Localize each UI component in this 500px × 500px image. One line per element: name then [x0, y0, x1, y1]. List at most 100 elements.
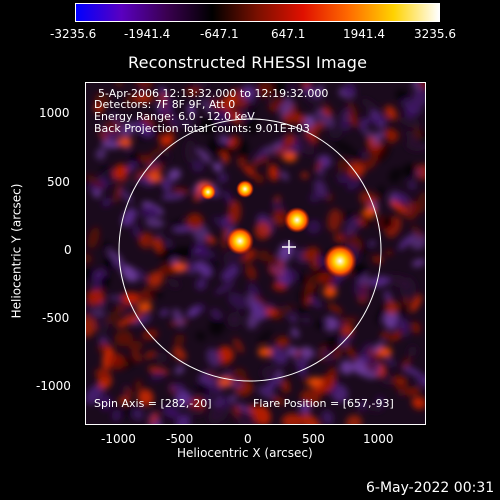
texture-blob: [247, 104, 256, 113]
texture-blob: [353, 263, 366, 279]
texture-blob: [116, 314, 138, 328]
texture-blob: [380, 331, 391, 339]
texture-blob: [113, 164, 128, 181]
texture-blob: [236, 100, 257, 115]
texture-blob: [272, 97, 286, 107]
texture-blob: [137, 388, 154, 406]
texture-blob: [280, 170, 289, 181]
texture-blob: [100, 140, 121, 149]
texture-blob: [188, 111, 198, 126]
texture-blob: [221, 94, 237, 109]
info-line-energy-range: Energy Range: 6.0 - 12.0 keV: [94, 110, 255, 123]
texture-blob: [297, 303, 307, 315]
texture-blob: [403, 200, 420, 220]
texture-blob: [302, 247, 320, 261]
texture-blob: [411, 396, 425, 409]
texture-blob: [118, 396, 131, 405]
texture-blob: [128, 340, 144, 351]
texture-blob: [258, 250, 270, 262]
texture-blob: [359, 190, 374, 206]
texture-blob: [415, 164, 426, 180]
texture-blob: [322, 342, 337, 352]
texture-blob: [85, 384, 104, 405]
texture-hotspot: [378, 347, 392, 357]
texture-blob: [272, 209, 289, 226]
texture-blob: [144, 351, 156, 359]
texture-blob: [254, 221, 271, 240]
texture-blob: [93, 314, 109, 332]
texture-blob: [85, 253, 93, 264]
x-tick-label: 1000: [363, 432, 394, 446]
texture-blob: [221, 151, 229, 164]
texture-blob: [200, 98, 214, 114]
texture-blob: [369, 275, 390, 288]
texture-blob: [410, 294, 422, 313]
texture-blob: [114, 330, 134, 347]
texture-blob: [257, 385, 276, 400]
texture-blob: [297, 286, 316, 301]
texture-blob: [134, 82, 154, 88]
texture-blob: [309, 264, 327, 283]
y-tick-label: 500: [47, 175, 70, 189]
texture-hotspot: [283, 152, 297, 162]
texture-blob: [264, 378, 279, 392]
texture-blob: [371, 340, 385, 354]
texture-blob: [115, 304, 126, 311]
solar-limb-circle: [118, 118, 382, 382]
texture-blob: [206, 348, 221, 368]
texture-blob: [282, 277, 290, 286]
texture-blob: [288, 313, 298, 324]
texture-hotspot: [308, 377, 322, 387]
colorbar-tick-label: -647.1: [200, 27, 239, 41]
texture-blob: [212, 216, 234, 231]
texture-blob: [407, 346, 417, 357]
texture-blob: [268, 164, 279, 182]
texture-blob: [215, 108, 231, 125]
texture-blob: [228, 135, 238, 149]
texture-blob: [168, 168, 181, 181]
texture-blob: [124, 91, 136, 108]
texture-blob: [309, 192, 320, 203]
texture-blob: [323, 316, 338, 332]
x-tick-label: 500: [302, 432, 325, 446]
texture-blob: [267, 302, 274, 309]
texture-blob: [339, 360, 354, 375]
texture-blob: [233, 337, 244, 354]
texture-blob: [100, 395, 112, 411]
texture-blob: [162, 405, 181, 419]
texture-blob: [246, 115, 259, 135]
texture-blob: [392, 376, 410, 396]
texture-blob: [167, 279, 180, 288]
texture-hotspot: [118, 137, 132, 147]
texture-blob: [257, 329, 273, 344]
texture-blob: [157, 93, 168, 100]
texture-blob: [196, 148, 212, 164]
colorbar-tick-label: -1941.4: [124, 27, 171, 41]
texture-blob: [250, 300, 268, 321]
texture-blob: [206, 235, 216, 244]
texture-blob: [411, 321, 421, 334]
texture-blob: [279, 372, 288, 383]
texture-blob: [237, 139, 249, 160]
texture-hotspot: [138, 302, 152, 312]
texture-blob: [392, 192, 410, 204]
texture-blob: [186, 406, 204, 416]
texture-hotspot: [258, 347, 272, 357]
texture-blob: [175, 414, 191, 425]
texture-blob: [152, 238, 163, 253]
texture-blob: [369, 240, 376, 246]
texture-blob: [131, 314, 153, 326]
texture-blob: [229, 394, 237, 403]
texture-blob: [270, 264, 289, 274]
texture-blob: [337, 159, 353, 173]
texture-blob: [208, 404, 226, 424]
texture-blob: [375, 302, 388, 324]
texture-blob: [384, 300, 399, 315]
texture-blob: [131, 349, 143, 363]
texture-blob: [254, 174, 265, 184]
texture-blob: [402, 366, 421, 376]
texture-blob: [401, 318, 409, 338]
texture-blob: [97, 119, 107, 129]
texture-blob: [195, 331, 206, 341]
